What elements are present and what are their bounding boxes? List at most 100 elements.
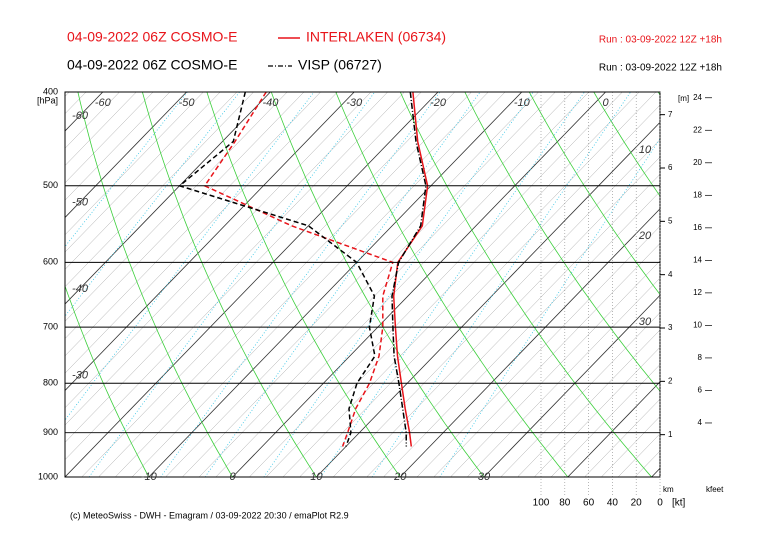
isotherm bbox=[65, 92, 204, 236]
isotherm bbox=[65, 92, 405, 443]
isotherm bbox=[0, 92, 36, 477]
height-tick-label: 3 bbox=[668, 323, 673, 332]
x-tick-label: -10 bbox=[514, 97, 531, 109]
isotherm bbox=[165, 92, 539, 477]
isotherm bbox=[65, 92, 355, 392]
footer: (c) MeteoSwiss - DWH - Emagram / 03-09-2… bbox=[70, 510, 349, 520]
height-unit: km bbox=[663, 485, 674, 494]
isotherm bbox=[735, 92, 766, 477]
isotherm bbox=[148, 92, 523, 477]
isotherm bbox=[0, 92, 19, 477]
y-tick-label: 400 bbox=[43, 86, 58, 96]
isotherm bbox=[719, 92, 766, 477]
dewpoint-line bbox=[203, 92, 394, 447]
y-tick-label: 900 bbox=[43, 427, 58, 437]
isotherm bbox=[65, 92, 321, 357]
kfeet-tick-label: 18 bbox=[693, 190, 702, 199]
isotherm bbox=[668, 92, 766, 477]
legend-label: INTERLAKEN (06734) bbox=[306, 29, 446, 45]
x-tick-label: 10 bbox=[310, 471, 323, 483]
x-tick-label: -30 bbox=[346, 97, 363, 109]
height-tick-label: 4 bbox=[668, 270, 673, 279]
isotherm bbox=[0, 92, 53, 477]
isotherm bbox=[232, 92, 606, 477]
y-tick-label: 500 bbox=[43, 180, 58, 190]
x-tick-label: 0 bbox=[230, 471, 237, 483]
right-label: 10 bbox=[639, 144, 652, 156]
isotherm bbox=[65, 92, 137, 166]
wind-tick-label: 40 bbox=[607, 498, 619, 509]
isotherm bbox=[215, 92, 590, 477]
x-tick-label: -30 bbox=[72, 369, 89, 381]
kfeet-tick-label: 14 bbox=[693, 255, 702, 264]
isotherm bbox=[0, 92, 2, 477]
isotherm bbox=[65, 92, 154, 184]
mixing-ratio bbox=[371, 92, 631, 477]
isotherm bbox=[349, 156, 660, 477]
height-tick-label: 2 bbox=[668, 376, 673, 385]
isotherm bbox=[702, 92, 766, 477]
title-prefix: 04-09-2022 06Z COSMO-E bbox=[67, 57, 237, 73]
dry-adiabat bbox=[723, 92, 766, 477]
x-tick-label: -10 bbox=[141, 471, 158, 483]
right-label: 30 bbox=[639, 316, 652, 328]
kfeet-tick-label: 24 bbox=[693, 93, 702, 102]
y-tick-label: 1000 bbox=[38, 471, 58, 481]
wind-tick-label: 0 bbox=[657, 498, 663, 509]
isotherm bbox=[433, 243, 660, 477]
isotherm bbox=[483, 294, 660, 477]
wind-tick-label: 80 bbox=[559, 498, 571, 509]
kfeet-tick-label: 8 bbox=[698, 353, 703, 362]
wind-unit: [kt] bbox=[672, 498, 686, 509]
isotherm bbox=[651, 467, 660, 477]
dry-adiabat bbox=[399, 92, 652, 477]
x-tick-label: -50 bbox=[179, 97, 196, 109]
x-tick-label: -40 bbox=[72, 283, 89, 295]
dewpoint-line bbox=[178, 92, 376, 447]
isotherm bbox=[65, 92, 422, 461]
isotherm bbox=[249, 92, 623, 477]
isotherm bbox=[500, 312, 660, 477]
isotherm bbox=[65, 92, 171, 201]
isotherm bbox=[65, 92, 338, 374]
isotherm bbox=[65, 92, 271, 305]
isotherm bbox=[65, 92, 187, 219]
x-tick-label: -40 bbox=[262, 97, 279, 109]
height-tick-label: 7 bbox=[668, 110, 673, 119]
y-tick-label: 700 bbox=[43, 322, 58, 332]
isotherm bbox=[65, 92, 120, 149]
isotherm bbox=[65, 92, 439, 477]
right-label: 20 bbox=[638, 230, 652, 242]
height-tick-label: 1 bbox=[668, 430, 673, 439]
height-label: [m] bbox=[678, 94, 689, 103]
x-tick-label: -60 bbox=[72, 110, 89, 122]
isotherm bbox=[65, 92, 305, 339]
x-tick-label: -60 bbox=[95, 97, 112, 109]
x-tick-label: 0 bbox=[603, 97, 610, 109]
isotherm bbox=[517, 329, 660, 477]
dry-adiabat bbox=[77, 92, 233, 477]
isotherm bbox=[332, 139, 660, 477]
x-tick-label: 20 bbox=[393, 471, 407, 483]
kfeet-tick-label: 12 bbox=[693, 288, 702, 297]
isotherm bbox=[567, 381, 660, 477]
y-axis-label: [hPa] bbox=[37, 95, 58, 105]
isotherm bbox=[65, 92, 238, 270]
isotherm bbox=[416, 225, 660, 477]
isotherm bbox=[584, 398, 660, 477]
isotherm bbox=[65, 92, 372, 409]
isotherm bbox=[316, 121, 660, 477]
isotherm bbox=[366, 173, 660, 477]
isotherm bbox=[182, 92, 556, 477]
isotherm bbox=[399, 208, 660, 477]
wind-tick-label: 60 bbox=[583, 498, 595, 509]
kfeet-tick-label: 6 bbox=[698, 386, 703, 395]
dry-adiabat bbox=[206, 92, 401, 477]
x-tick-label: -20 bbox=[430, 97, 447, 109]
title-prefix: 04-09-2022 06Z COSMO-E bbox=[67, 29, 237, 45]
isotherm bbox=[299, 104, 660, 477]
isotherm bbox=[265, 92, 640, 477]
isotherm bbox=[65, 92, 70, 97]
x-tick-label: 30 bbox=[478, 471, 491, 483]
